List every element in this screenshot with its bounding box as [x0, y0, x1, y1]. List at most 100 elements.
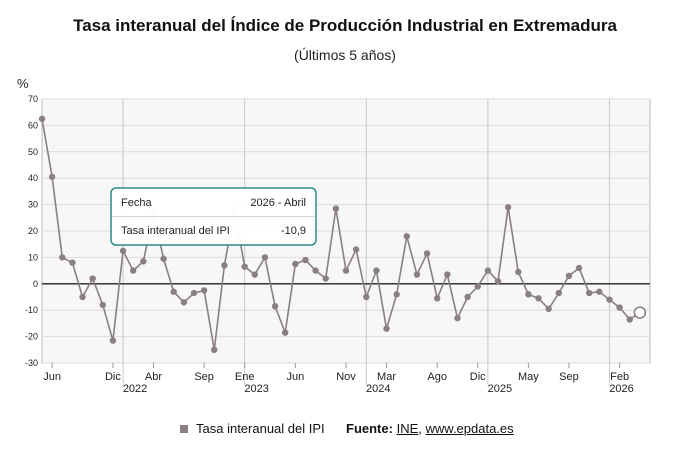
data-point — [251, 271, 258, 278]
year-tick-label: 2022 — [123, 383, 147, 395]
y-tick-label: 0 — [33, 279, 38, 289]
data-point — [423, 250, 431, 257]
data-point — [342, 267, 350, 274]
y-tick-label: 40 — [28, 173, 38, 183]
data-point — [170, 288, 177, 295]
data-point — [292, 260, 299, 268]
data-point — [525, 291, 532, 298]
year-tick-label: 2024 — [366, 383, 390, 395]
data-point — [454, 314, 461, 322]
y-tick-label: -10 — [25, 305, 38, 315]
data-point — [221, 262, 228, 269]
data-point — [434, 295, 441, 302]
y-tick-label: 20 — [28, 226, 38, 236]
x-tick-label: Abr — [145, 371, 162, 383]
tooltip-value: -10,9 — [281, 225, 306, 237]
source-separator: , — [418, 421, 422, 436]
x-tick-label: Ene — [235, 371, 255, 383]
data-point — [444, 271, 451, 278]
data-point — [606, 296, 613, 303]
y-tick-label: 70 — [28, 94, 38, 104]
y-tick-label: -30 — [25, 358, 38, 368]
source-label: Fuente: — [346, 421, 393, 436]
data-point — [596, 288, 603, 295]
x-tick-label: Dic — [105, 371, 121, 383]
y-axis-unit: % — [17, 76, 29, 91]
data-point — [180, 299, 188, 306]
year-tick-label: 2026 — [609, 383, 633, 395]
x-tick-label: Dic — [470, 371, 486, 383]
legend[interactable]: Tasa interanual del IPI — [180, 421, 325, 436]
year-tick-label: 2023 — [244, 383, 268, 395]
data-point — [271, 303, 279, 310]
chart-title: Tasa interanual del Índice de Producción… — [73, 16, 617, 35]
source-link-epdata[interactable]: www.epdata.es — [425, 421, 514, 436]
data-point — [130, 267, 137, 274]
x-tick-label: Mar — [377, 371, 396, 383]
data-point — [363, 293, 370, 301]
data-point — [393, 291, 400, 298]
data-point — [211, 346, 218, 353]
data-point — [160, 255, 167, 262]
data-point — [89, 275, 96, 282]
data-point — [332, 205, 340, 212]
x-tick-label: Nov — [336, 371, 356, 383]
data-point — [48, 173, 56, 181]
y-tick-label: 30 — [28, 200, 38, 210]
data-point — [302, 256, 309, 264]
legend-label: Tasa interanual del IPI — [196, 421, 325, 436]
data-point — [586, 289, 593, 297]
x-tick-label: May — [518, 371, 539, 383]
data-point — [312, 267, 319, 274]
data-point — [383, 325, 390, 332]
data-point — [555, 289, 562, 297]
data-point — [373, 267, 380, 274]
data-point — [282, 329, 289, 336]
data-point — [109, 337, 117, 344]
data-point — [494, 277, 502, 285]
legend-swatch — [180, 424, 188, 433]
data-point — [322, 275, 329, 282]
tooltip-date-value: 2026 - Abril — [250, 197, 306, 209]
highlighted-data-point — [633, 306, 647, 319]
data-point — [59, 254, 66, 261]
data-point — [190, 289, 198, 297]
data-point — [413, 271, 421, 278]
data-point — [515, 268, 522, 276]
data-point — [200, 287, 208, 294]
tooltip-date-label: Fecha — [121, 197, 152, 209]
x-tick-label: Ago — [427, 371, 447, 383]
data-point — [99, 301, 107, 309]
data-point — [545, 305, 552, 313]
x-tick-label: Feb — [610, 371, 629, 383]
data-point — [464, 293, 471, 301]
chart-subtitle: (Últimos 5 años) — [294, 47, 396, 63]
tooltip-value-label: Tasa interanual del IPI — [121, 225, 230, 237]
x-tick-label: Jun — [286, 371, 304, 383]
y-tick-label: -20 — [25, 332, 38, 342]
source-link-ine[interactable]: INE — [396, 421, 419, 436]
data-point — [261, 254, 269, 261]
data-point — [575, 264, 583, 272]
data-point — [535, 295, 542, 302]
data-point — [616, 304, 623, 311]
data-point — [38, 115, 46, 123]
x-tick-label: Sep — [559, 371, 579, 383]
x-tick-label: Jun — [43, 371, 61, 383]
source-note: Fuente: INE, www.epdata.es — [346, 421, 514, 436]
y-tick-label: 10 — [28, 252, 38, 262]
data-point — [69, 259, 76, 266]
data-point — [565, 272, 573, 280]
y-tick-label: 50 — [28, 147, 38, 157]
data-point — [140, 258, 147, 265]
data-point — [119, 247, 127, 254]
data-point — [241, 263, 248, 270]
data-point — [79, 293, 86, 301]
y-tick-label: 60 — [28, 120, 38, 130]
x-tick-label: Sep — [194, 371, 214, 383]
data-point — [484, 267, 492, 274]
data-point — [352, 246, 360, 253]
data-point — [504, 204, 512, 211]
data-point — [403, 233, 410, 240]
